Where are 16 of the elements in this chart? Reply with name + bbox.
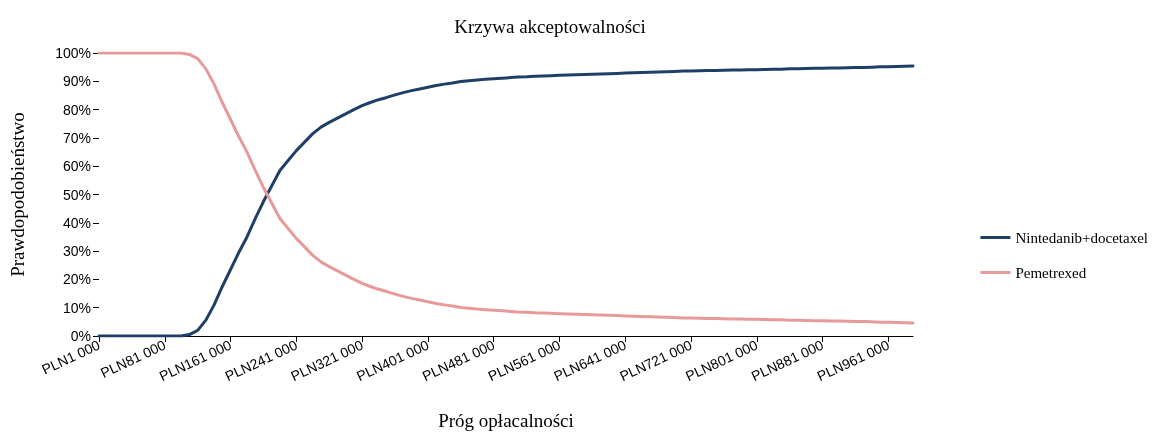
y-tick-label: 40% (62, 214, 91, 231)
y-tick-label: 50% (62, 186, 91, 203)
y-tick-label: 80% (62, 101, 91, 118)
chart-title: Krzywa akceptowalności (454, 16, 646, 37)
y-tick-label: 30% (62, 243, 91, 260)
legend-label: Nintedanib+docetaxel (1015, 229, 1148, 246)
y-tick-label: 10% (62, 299, 91, 316)
legend-label: Pemetrexed (1015, 264, 1087, 281)
y-tick-label: 0% (70, 328, 91, 344)
x-axis-title: Próg opłacalności (438, 410, 574, 431)
y-axis-title: Prawdopodobieństwo (7, 112, 28, 277)
y-tick-label: 70% (62, 129, 91, 146)
y-tick-label: 90% (62, 73, 91, 90)
y-tick-label: 100% (55, 45, 91, 61)
y-tick-label: 20% (62, 271, 91, 288)
y-tick-label: 60% (62, 158, 91, 175)
